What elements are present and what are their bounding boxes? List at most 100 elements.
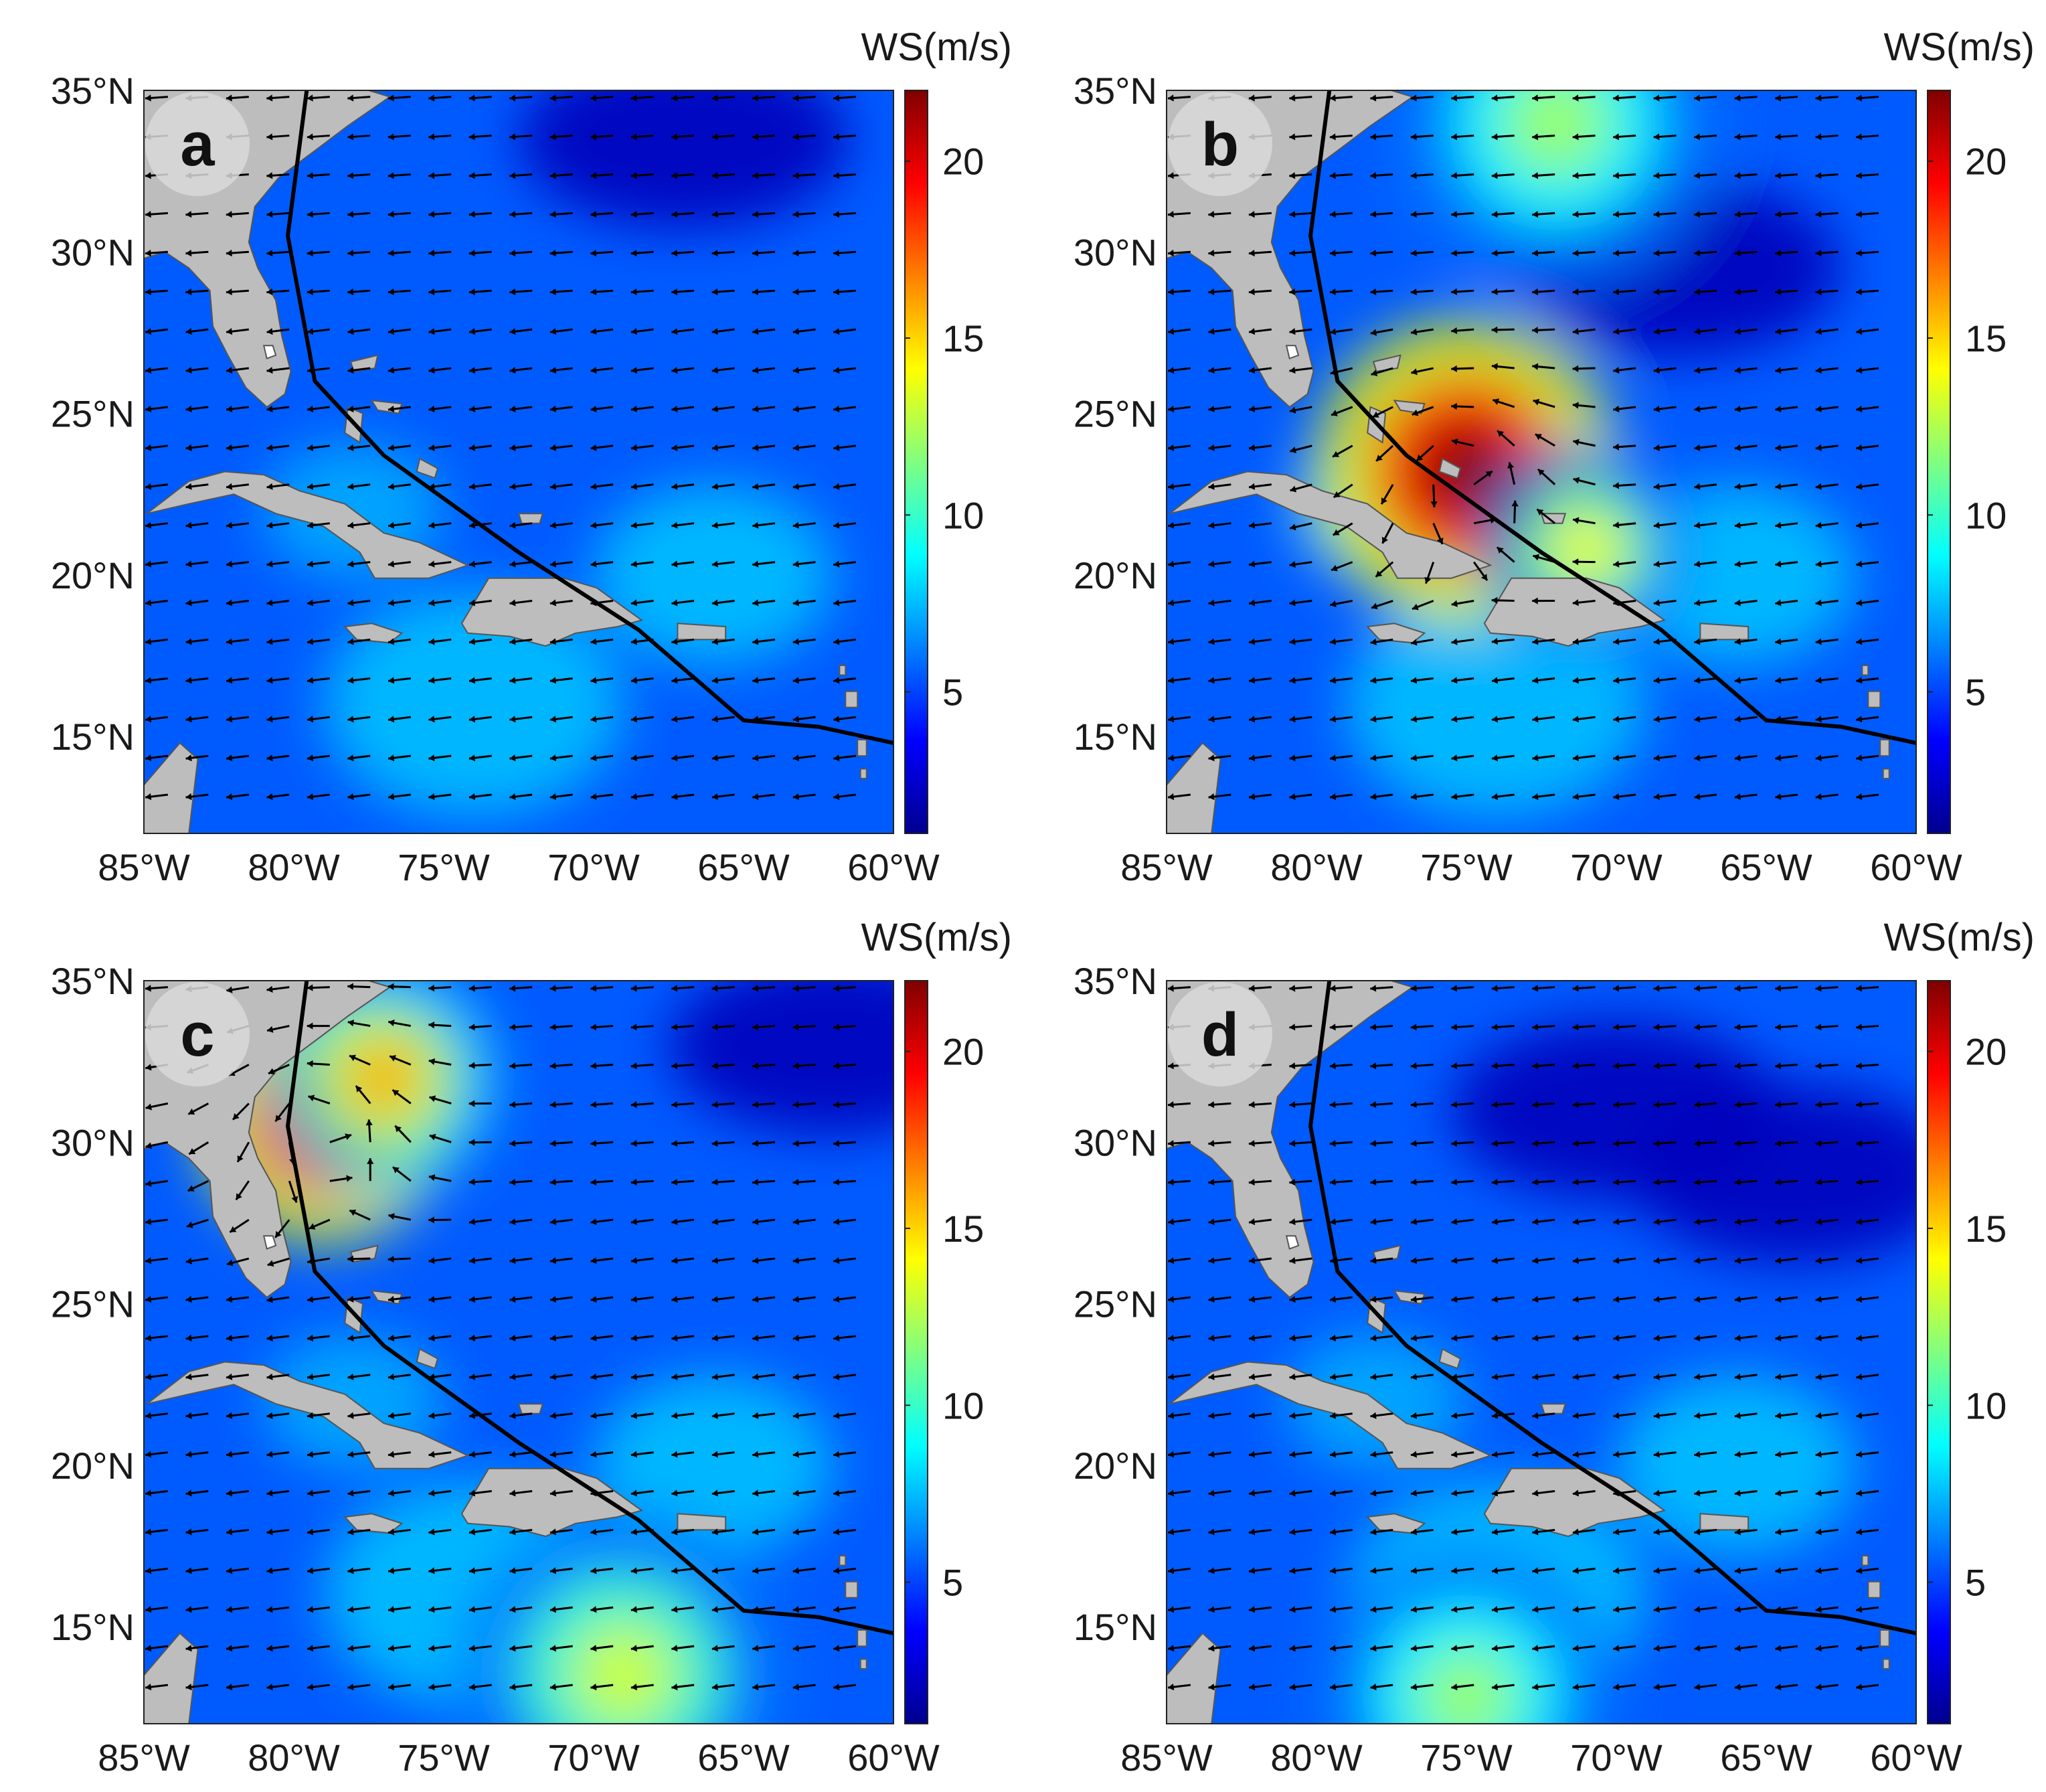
land-lakeO [262,1235,277,1250]
map-area [144,90,893,833]
colorbar-tick-label: 5 [1965,1562,1986,1604]
land-ant3 [1879,1629,1890,1647]
land-southAm [1167,1632,1221,1724]
map-area [1167,981,1916,1724]
land-ant1 [839,665,847,676]
lon-tick-label: 75°W [398,846,490,888]
lon-tick-label: 85°W [98,1736,190,1779]
wind-vectors [1167,94,1879,801]
panel-letter-badge [1168,982,1272,1086]
map-svg-b: b 35°N 30°N 25°N 20°N 15°N 85°W 80°W 75°W 70°W 65°… [1074,25,2035,888]
lon-tick-label: 65°W [697,846,790,888]
colorbar [1927,980,1951,1724]
land-ant1 [839,1555,847,1566]
colorbar-tick-label: 20 [942,1031,984,1073]
land-puertoRico [1699,623,1750,641]
wind-vectors [145,983,857,1691]
colorbar [904,980,928,1724]
land-cayo [1540,1403,1567,1414]
lat-tick-label: 30°N [51,1121,135,1163]
land-bahama4 [416,1348,439,1370]
colorbar-tick-label: 10 [942,1384,984,1427]
lat-tick-label: 35°N [1074,960,1157,1002]
land-ant4 [859,768,867,779]
map-area [144,981,893,1724]
lon-tick-label: 60°W [1870,1736,1962,1779]
colorbar [1927,90,1951,834]
colorbar-tick-label: 15 [942,317,984,359]
land-southAm [1167,742,1221,833]
land-cayo [517,513,544,524]
colorbar-tick-label: 10 [1965,1384,2007,1427]
lat-tick-label: 15°N [1074,1606,1157,1648]
map-panel-c: c 35°N 30°N 25°N 20°N 15°N 85°W 80°W 75°W 70°W 65°… [0,890,1023,1792]
lat-tick-label: 15°N [51,716,135,758]
lat-tick-label: 20°N [1074,1445,1157,1487]
lon-tick-label: 70°W [1570,846,1663,888]
colorbar-tick-label: 20 [942,141,984,183]
land-ant4 [1882,1658,1890,1669]
lat-tick-label: 20°N [1074,554,1157,596]
colorbar-unit-label: WS(m/s) [861,916,1013,959]
land-bahama4 [1438,457,1462,479]
panel-letter: a [180,110,215,179]
land-jamaica [343,1513,404,1534]
land-puertoRico [677,623,727,641]
land-ant1 [1861,1555,1869,1566]
land-lakeO [262,345,277,359]
land-southAm [144,1632,199,1724]
colorbar-tick-label: 5 [942,1562,963,1604]
panel-letter: c [180,1001,214,1069]
colorbar-tick-label: 15 [1965,317,2007,359]
wind-speed-field [264,90,849,817]
hurricane-track [1308,981,1916,1635]
panel-letter-badge [145,92,250,196]
land-ant4 [859,1658,867,1669]
panel-letter-badge [1168,92,1272,196]
lat-tick-label: 25°N [1074,393,1157,435]
lon-tick-label: 80°W [1270,846,1363,888]
map-area [1167,90,1916,833]
lat-tick-label: 35°N [1074,70,1157,112]
land-cayo [1540,513,1567,524]
land-jamaica [1366,1513,1426,1534]
land-bahama3 [370,400,403,414]
colorbar-tick-label: 20 [1965,1031,2007,1073]
colorbar [904,90,928,834]
land-ant2 [1867,1580,1881,1599]
land-ant3 [1879,739,1890,757]
lat-tick-label: 25°N [51,393,135,435]
wind-speed-field [1286,90,1857,817]
colorbar-tick-label: 20 [1965,141,2007,183]
map-svg-a: a 35°N 30°N 25°N 20°N 15°N 85°W 80°W 75°W 70°W 65°… [51,25,1012,888]
land-ant3 [857,739,867,757]
panel-letter: b [1201,110,1239,179]
colorbar-unit-label: WS(m/s) [1884,25,2035,69]
lon-tick-label: 85°W [98,846,190,888]
lon-tick-label: 80°W [248,846,340,888]
land-jamaica [1366,623,1426,644]
lat-tick-label: 30°N [1074,231,1157,273]
land-jamaica [343,623,404,644]
lon-tick-label: 60°W [847,846,940,888]
lat-tick-label: 15°N [1074,716,1157,758]
lat-tick-label: 25°N [1074,1283,1157,1325]
lon-tick-label: 85°W [1120,1736,1213,1779]
lon-tick-label: 60°W [1870,846,1962,888]
lon-tick-label: 80°W [248,1736,340,1779]
panel-letter-badge [145,982,250,1086]
land-lakeO [1285,345,1300,359]
land-ant2 [1867,690,1881,708]
land-ant2 [845,1580,859,1599]
land-cuba [146,1361,470,1469]
colorbar-tick-label: 5 [1965,671,1986,714]
land-cuba [146,471,470,579]
map-panel-d: d 35°N 30°N 25°N 20°N 15°N 85°W 80°W 75°W 70°W 65°… [1023,890,2046,1792]
land-puertoRico [1699,1513,1750,1531]
colorbar-tick-label: 15 [1965,1208,2007,1250]
lon-tick-label: 75°W [1420,1736,1513,1779]
colorbar-tick-label: 5 [942,671,963,714]
land-bahama1 [1372,354,1401,373]
lat-tick-label: 35°N [51,960,135,1002]
lat-tick-label: 30°N [1074,1121,1157,1163]
